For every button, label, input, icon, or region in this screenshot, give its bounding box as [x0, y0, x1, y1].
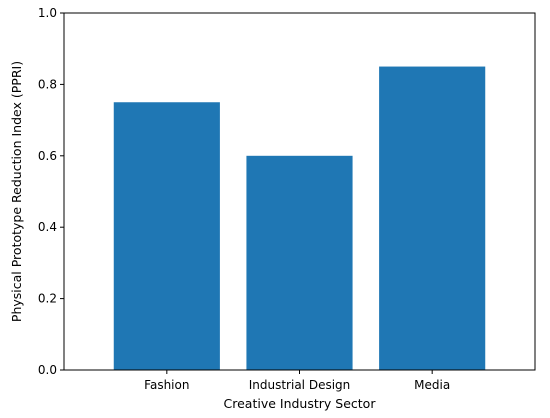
- x-tick-label: Industrial Design: [249, 378, 351, 392]
- y-tick-label: 0.0: [38, 363, 57, 377]
- y-tick-label: 0.4: [38, 220, 57, 234]
- x-tick-label: Fashion: [144, 378, 189, 392]
- y-tick-label: 1.0: [38, 6, 57, 20]
- y-axis-ticks: 0.0 0.2 0.4 0.6 0.8 1.0: [38, 6, 64, 377]
- plot-frame: [63, 12, 536, 371]
- bars-group: [113, 66, 486, 371]
- bar-fashion: [113, 102, 220, 370]
- y-tick-label: 0.2: [38, 292, 57, 306]
- x-tick-label: Media: [414, 378, 450, 392]
- bar-industrial-design: [246, 155, 353, 370]
- x-axis-label: Creative Industry Sector: [224, 396, 377, 411]
- y-axis-label: Physical Prototype Reduction Index (PPRI…: [9, 61, 24, 322]
- x-axis-ticks: Fashion Industrial Design Media: [144, 370, 450, 392]
- bar-media: [379, 66, 486, 371]
- y-tick-label: 0.6: [38, 149, 57, 163]
- y-tick-label: 0.8: [38, 77, 57, 91]
